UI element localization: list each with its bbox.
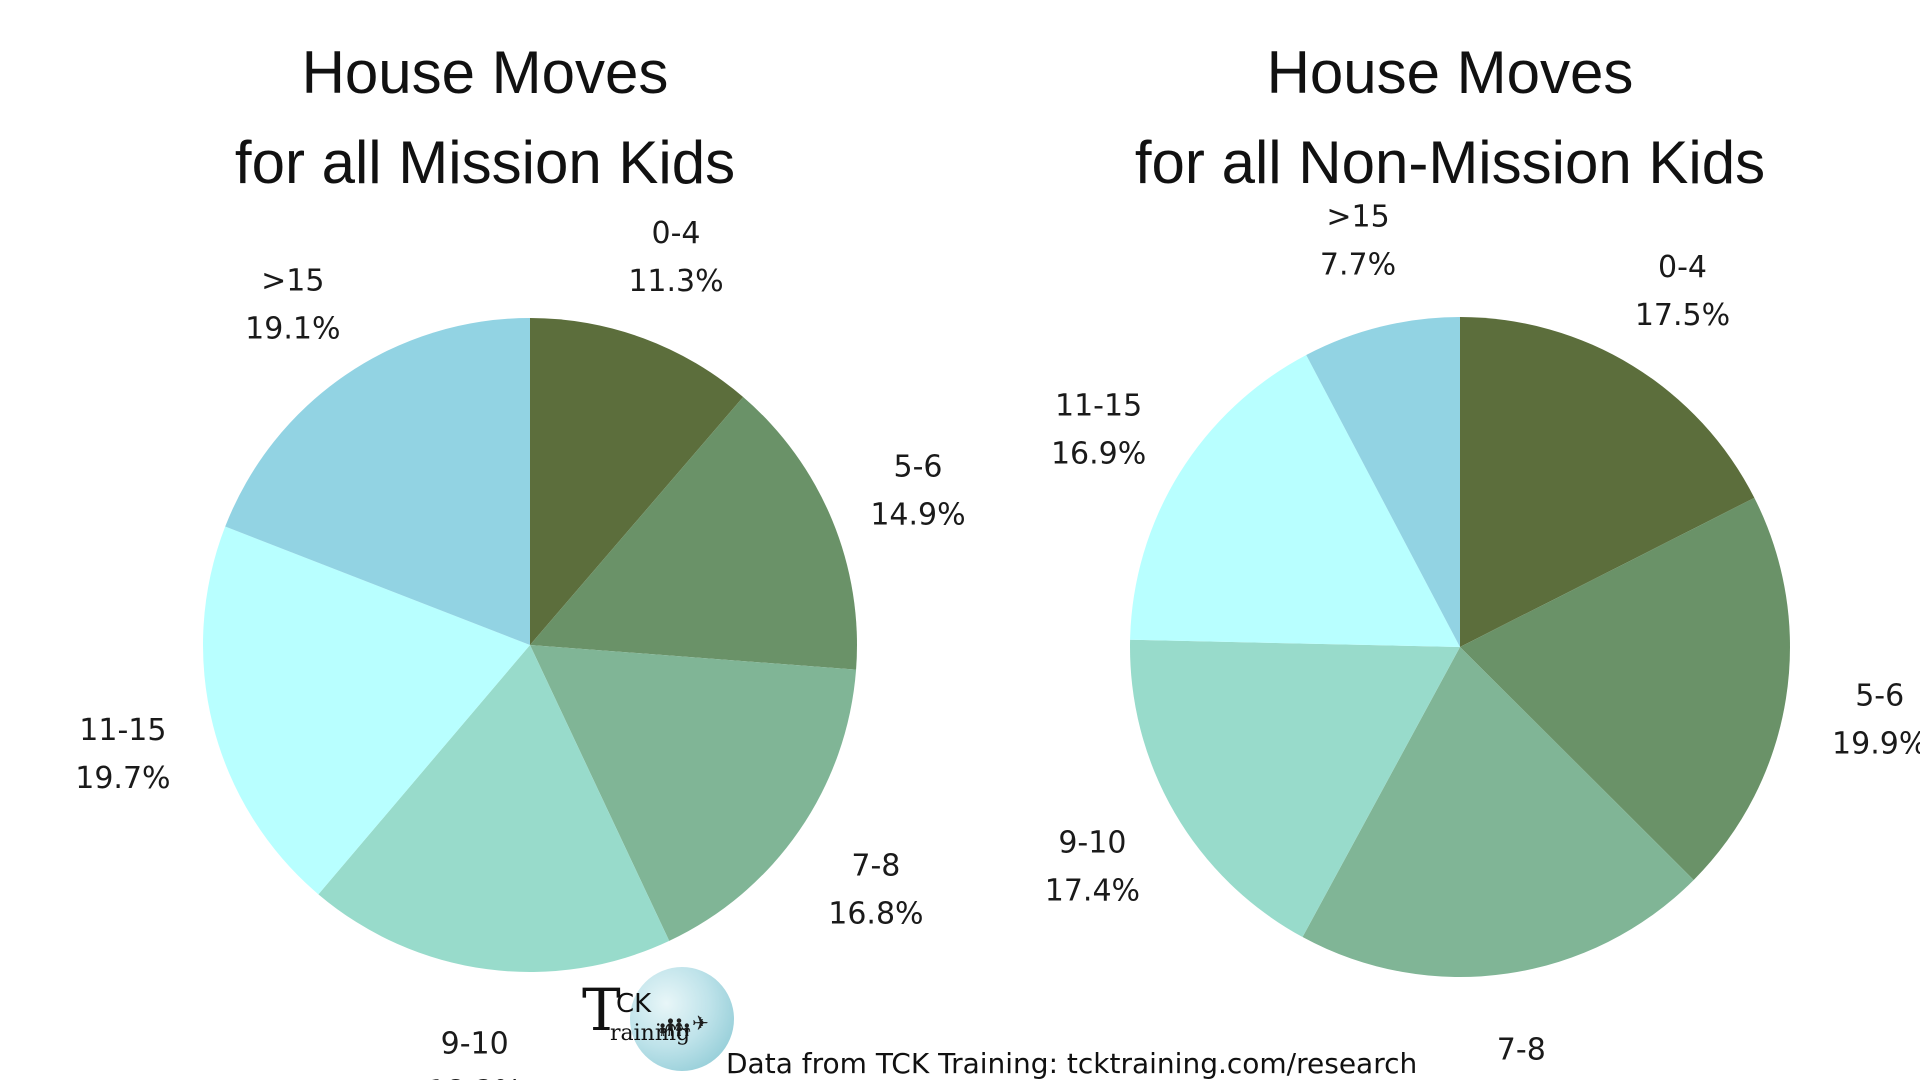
slice-value-label-mission-4: 19.7%	[75, 761, 170, 796]
slice-category-label-mission-4: 11-15	[79, 713, 166, 748]
family-icon: 👪︎	[658, 1013, 691, 1043]
slice-category-label-non-mission-5: >15	[1326, 199, 1389, 234]
slice-category-label-mission-3: 9-10	[441, 1026, 509, 1061]
pie-slice-non-mission-1	[1460, 497, 1790, 880]
slice-value-label-mission-1: 14.9%	[870, 497, 965, 532]
chart-title-mission: House Moves for all Mission Kids	[35, 28, 935, 208]
chart-title-non-mission: House Moves for all Non-Mission Kids	[1000, 28, 1900, 208]
airplane-icon: ✈	[692, 1011, 709, 1035]
pie-slice-mission-2	[530, 645, 857, 941]
slice-value-label-non-mission-1: 19.9%	[1832, 727, 1920, 762]
slice-value-label-mission-2: 16.8%	[828, 896, 923, 931]
slice-category-label-mission-0: 0-4	[652, 216, 701, 251]
slice-value-label-non-mission-0: 17.5%	[1635, 298, 1730, 333]
chart-title-mission-line2: for all Mission Kids	[234, 129, 736, 196]
slice-category-label-non-mission-2: 7-8	[1497, 1033, 1546, 1068]
logo-letter-t: T	[582, 976, 621, 1044]
pie-chart-non-mission: 0-417.5%5-619.9%7-820.4%9-1017.4%11-1516…	[1045, 199, 1920, 1068]
slice-value-label-non-mission-3: 17.4%	[1045, 873, 1140, 908]
slice-category-label-non-mission-4: 11-15	[1055, 388, 1142, 423]
pie-slice-non-mission-4	[1130, 355, 1460, 647]
slice-category-label-non-mission-1: 5-6	[1855, 679, 1904, 714]
pie-slice-non-mission-5	[1306, 317, 1460, 647]
slice-category-label-mission-5: >15	[261, 263, 324, 298]
chart-title-non-mission-line2: for all Non-Mission Kids	[1134, 129, 1766, 196]
chart-title-mission-line1: House Moves	[301, 39, 669, 106]
logo-circle	[630, 967, 734, 1071]
pie-slice-mission-5	[225, 318, 530, 645]
pie-slice-mission-0	[530, 318, 744, 645]
slice-category-label-mission-1: 5-6	[894, 449, 943, 484]
logo-letters-ck: CK	[616, 989, 652, 1019]
slice-category-label-non-mission-3: 9-10	[1058, 825, 1126, 860]
data-source-note: Data from TCK Training: tcktraining.com/…	[726, 1047, 1418, 1080]
pie-slice-mission-4	[202, 526, 530, 895]
pie-slice-non-mission-3	[1129, 639, 1460, 938]
pie-slice-non-mission-2	[1302, 647, 1694, 978]
logo-word-raining: raining	[610, 1021, 691, 1046]
slice-value-label-mission-3: 18.2%	[427, 1074, 522, 1080]
slice-value-label-mission-0: 11.3%	[628, 264, 723, 299]
pie-slice-non-mission-0	[1460, 317, 1755, 647]
slice-value-label-non-mission-5: 7.7%	[1320, 247, 1396, 282]
tck-training-logo: 👪︎ ✈ T CK raining	[580, 967, 734, 1077]
slice-value-label-non-mission-4: 16.9%	[1051, 436, 1146, 471]
pie-chart-mission: 0-4 11.3% 5-6 14.9% 7-8 16.8% 9-10 18.2% 11-15 19…	[75, 216, 965, 1080]
chart-title-non-mission-line1: House Moves	[1266, 39, 1634, 106]
pie-slice-mission-3	[318, 645, 670, 973]
slice-category-label-non-mission-0: 0-4	[1658, 250, 1707, 285]
slice-category-label-mission-2: 7-8	[851, 848, 900, 883]
pie-slice-mission-1	[530, 397, 857, 670]
slice-value-label-mission-5: 19.1%	[245, 311, 340, 346]
